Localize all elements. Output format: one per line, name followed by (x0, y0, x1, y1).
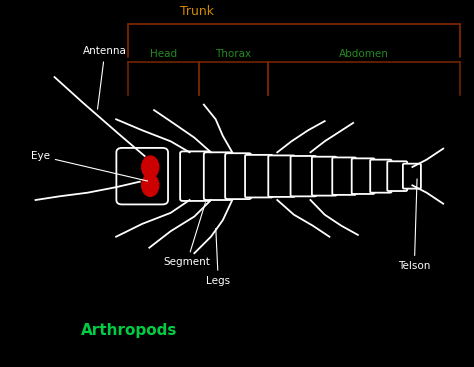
FancyBboxPatch shape (387, 161, 407, 191)
FancyBboxPatch shape (352, 159, 374, 194)
FancyBboxPatch shape (204, 152, 232, 200)
FancyBboxPatch shape (268, 156, 295, 197)
FancyBboxPatch shape (312, 157, 337, 196)
Text: Arthropods: Arthropods (81, 323, 177, 338)
FancyBboxPatch shape (180, 151, 211, 201)
FancyBboxPatch shape (117, 148, 168, 204)
FancyBboxPatch shape (370, 160, 392, 193)
FancyBboxPatch shape (403, 164, 421, 189)
Text: Eye: Eye (31, 151, 147, 181)
FancyBboxPatch shape (291, 156, 316, 196)
Text: Antenna: Antenna (83, 46, 127, 109)
FancyBboxPatch shape (245, 155, 273, 197)
Text: Thorax: Thorax (215, 49, 252, 59)
Text: Legs: Legs (206, 229, 230, 286)
Text: Abdomen: Abdomen (339, 49, 389, 59)
Ellipse shape (142, 156, 159, 178)
FancyBboxPatch shape (332, 157, 356, 195)
Text: Segment: Segment (164, 203, 210, 268)
Text: Head: Head (150, 49, 177, 59)
Text: Telson: Telson (398, 179, 430, 271)
FancyBboxPatch shape (225, 153, 251, 199)
Ellipse shape (142, 174, 159, 196)
Text: Trunk: Trunk (180, 6, 214, 18)
